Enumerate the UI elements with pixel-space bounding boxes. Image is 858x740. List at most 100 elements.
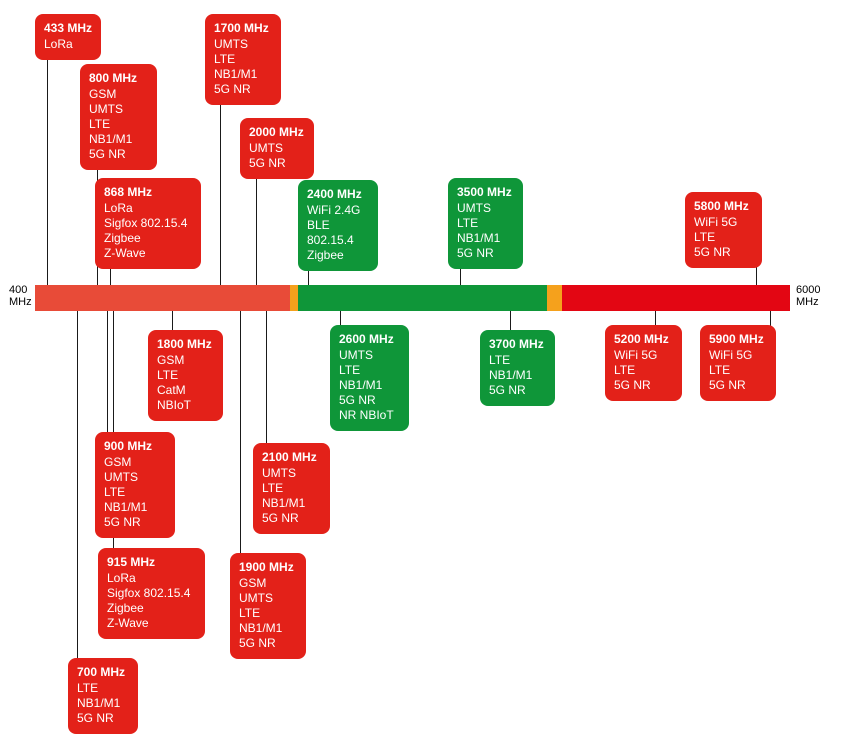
band-technology: LTE [457, 216, 479, 230]
band-technology: UMTS [214, 37, 248, 51]
band-technology: GSM [89, 87, 117, 101]
band-title: 1800 MHz [157, 337, 212, 351]
band-title: 1700 MHz [214, 21, 269, 35]
band-technology: 5G NR [694, 245, 731, 259]
band-technology: NB1/M1 [489, 368, 533, 382]
band-technology: 5G NR [77, 711, 114, 725]
band-title: 915 MHz [107, 555, 156, 569]
band-title: 2100 MHz [262, 450, 317, 464]
band-box-5800-mhz: 5800 MHz WiFi 5G LTE 5G NR [685, 192, 762, 268]
connector-line-900-mhz [107, 311, 108, 442]
band-technology: LTE [214, 52, 236, 66]
band-technology: NR NBIoT [339, 408, 394, 422]
band-box-2600-mhz: 2600 MHz UMTS LTE NB1/M1 5G NR NR NBIoT [330, 325, 409, 431]
axis-min-unit: MHz [9, 296, 32, 308]
axis-max-value: 6000 [796, 284, 821, 296]
band-technology: NB1/M1 [89, 132, 133, 146]
band-box-700-mhz: 700 MHz LTE NB1/M1 5G NR [68, 658, 138, 734]
band-technology: LTE [239, 606, 261, 620]
band-title: 5800 MHz [694, 199, 749, 213]
band-technology: 5G NR [239, 636, 276, 650]
spectrum-bar [35, 285, 790, 311]
band-technology: Zigbee [307, 248, 344, 262]
band-technology: Zigbee [104, 231, 141, 245]
band-title: 2000 MHz [249, 125, 304, 139]
band-technology: LTE [489, 353, 511, 367]
band-box-1800-mhz: 1800 MHz GSM LTE CatM NBIoT [148, 330, 223, 421]
axis-min-value: 400 [9, 284, 28, 296]
band-box-3700-mhz: 3700 MHz LTE NB1/M1 5G NR [480, 330, 555, 406]
band-box-915-mhz: 915 MHz LoRa Sigfox 802.15.4 Zigbee Z-Wave [98, 548, 205, 639]
band-box-2100-mhz: 2100 MHz UMTS LTE NB1/M1 5G NR [253, 443, 330, 534]
band-technology: UMTS [339, 348, 373, 362]
band-technology: NBIoT [157, 398, 192, 412]
band-title: 1900 MHz [239, 560, 294, 574]
band-title: 900 MHz [104, 439, 153, 453]
band-title: 800 MHz [89, 71, 138, 85]
band-technology: 5G NR [262, 511, 299, 525]
band-technology: Zigbee [107, 601, 144, 615]
connector-line-433-mhz [47, 24, 48, 285]
connector-line-2000-mhz [256, 128, 257, 285]
band-technology: WiFi 2.4G [307, 203, 361, 217]
band-technology: 802.15.4 [307, 233, 354, 247]
band-title: 868 MHz [104, 185, 153, 199]
band-technology: WiFi 5G [614, 348, 658, 362]
axis-max-label: 6000 MHz [796, 284, 820, 308]
band-technology: LTE [157, 368, 179, 382]
band-technology: NB1/M1 [339, 378, 383, 392]
band-technology: UMTS [457, 201, 491, 215]
band-technology: UMTS [239, 591, 273, 605]
band-technology: LoRa [104, 201, 133, 215]
connector-line-2100-mhz [266, 311, 267, 453]
band-technology: NB1/M1 [214, 67, 258, 81]
band-box-5200-mhz: 5200 MHz WiFi 5G LTE 5G NR [605, 325, 682, 401]
band-technology: LTE [104, 485, 126, 499]
band-box-2400-mhz: 2400 MHz WiFi 2.4G BLE 802.15.4 Zigbee [298, 180, 378, 271]
band-technology: LTE [89, 117, 111, 131]
band-technology: GSM [104, 455, 132, 469]
band-technology: LTE [339, 363, 361, 377]
band-title: 2600 MHz [339, 332, 394, 346]
connector-line-3700-mhz [510, 311, 511, 340]
connector-line-700-mhz [77, 311, 78, 668]
band-technology: LTE [262, 481, 284, 495]
band-technology: UMTS [104, 470, 138, 484]
band-title: 2400 MHz [307, 187, 362, 201]
band-technology: LoRa [44, 37, 73, 51]
band-technology: UMTS [89, 102, 123, 116]
connector-line-5200-mhz [655, 311, 656, 335]
band-technology: NB1/M1 [262, 496, 306, 510]
band-technology: CatM [157, 383, 186, 397]
band-technology: LTE [77, 681, 99, 695]
band-title: 700 MHz [77, 665, 126, 679]
bar-segment-2 [298, 285, 547, 311]
band-technology: NB1/M1 [77, 696, 121, 710]
connector-line-1900-mhz [240, 311, 241, 563]
band-technology: 5G NR [614, 378, 651, 392]
band-technology: UMTS [262, 466, 296, 480]
band-box-1700-mhz: 1700 MHz UMTS LTE NB1/M1 5G NR [205, 14, 281, 105]
band-title: 433 MHz [44, 21, 93, 35]
band-box-433-mhz: 433 MHz LoRa [35, 14, 101, 60]
band-box-3500-mhz: 3500 MHz UMTS LTE NB1/M1 5G NR [448, 178, 523, 269]
band-technology: Z-Wave [107, 616, 149, 630]
band-technology: LTE [709, 363, 731, 377]
axis-min-label: 400 MHz [9, 284, 32, 308]
band-box-900-mhz: 900 MHz GSM UMTS LTE NB1/M1 5G NR [95, 432, 175, 538]
band-title: 5900 MHz [709, 332, 764, 346]
band-box-2000-mhz: 2000 MHz UMTS 5G NR [240, 118, 314, 179]
band-technology: 5G NR [214, 82, 251, 96]
connector-line-5900-mhz [770, 311, 771, 335]
band-title: 3500 MHz [457, 185, 512, 199]
band-technology: LTE [614, 363, 636, 377]
band-technology: LoRa [107, 571, 136, 585]
connector-line-1800-mhz [172, 311, 173, 340]
connector-line-2600-mhz [340, 311, 341, 335]
band-technology: WiFi 5G [709, 348, 753, 362]
band-technology: 5G NR [709, 378, 746, 392]
bar-segment-0 [35, 285, 290, 311]
band-technology: Sigfox 802.15.4 [104, 216, 188, 230]
band-technology: BLE [307, 218, 330, 232]
